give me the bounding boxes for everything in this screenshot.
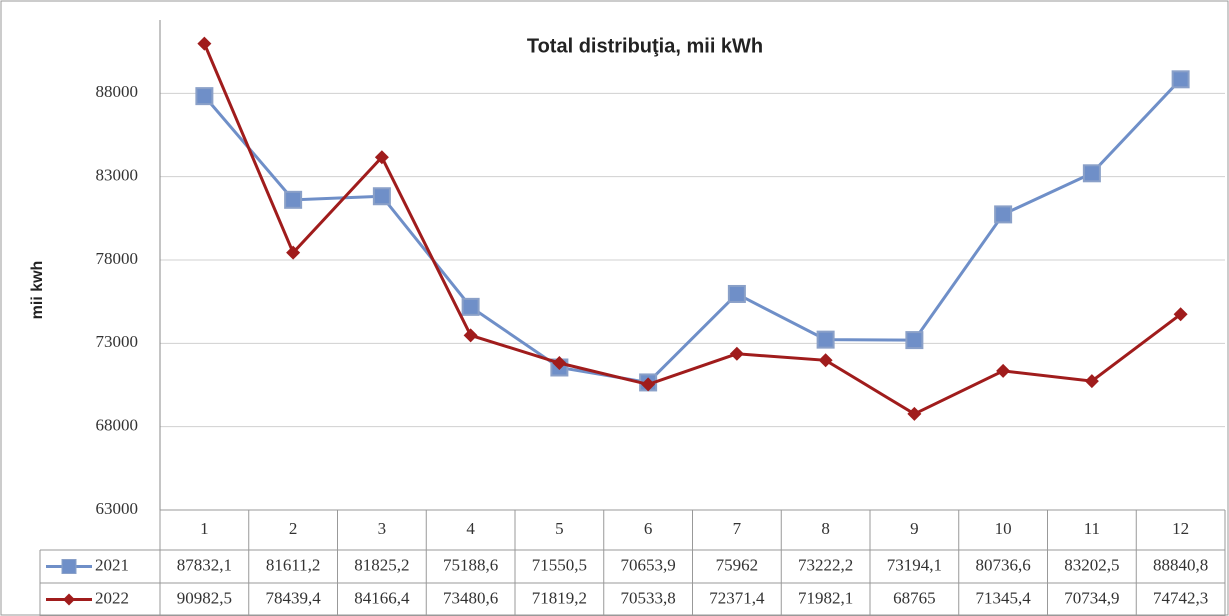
marker — [818, 353, 833, 368]
y-tick-label: 73000 — [96, 332, 139, 351]
table-value: 81611,2 — [266, 555, 321, 574]
marker — [461, 297, 480, 316]
marker — [1173, 307, 1188, 322]
table-value: 73480,6 — [443, 588, 498, 607]
marker — [463, 328, 478, 343]
x-tick-label: 4 — [466, 519, 475, 538]
marker — [195, 87, 214, 106]
table-value: 75188,6 — [443, 555, 498, 574]
marker — [641, 377, 656, 392]
marker — [907, 406, 922, 421]
marker — [284, 190, 303, 209]
x-tick-label: 3 — [378, 519, 387, 538]
table-value: 80736,6 — [976, 555, 1031, 574]
marker — [552, 356, 567, 371]
table-value: 88840,8 — [1153, 555, 1208, 574]
marker — [286, 245, 301, 260]
marker — [197, 36, 212, 51]
table-value: 73222,2 — [798, 555, 853, 574]
series-line — [203, 78, 1182, 385]
marker — [1171, 70, 1190, 89]
series-line — [202, 43, 1182, 416]
table-value: 72371,4 — [709, 588, 765, 607]
x-tick-label: 8 — [821, 519, 830, 538]
marker — [729, 346, 744, 361]
chart-title: Total distribuţia, mii kWh — [527, 35, 763, 57]
x-tick-label: 1 — [200, 519, 209, 538]
marker — [994, 205, 1013, 224]
x-tick-label: 5 — [555, 519, 564, 538]
table-value: 71550,5 — [532, 555, 587, 574]
marker — [996, 363, 1011, 378]
table-value: 68765 — [893, 588, 936, 607]
table-value: 83202,5 — [1064, 555, 1119, 574]
marker — [374, 150, 389, 165]
y-tick-label: 88000 — [96, 82, 139, 101]
legend-label: 2021 — [95, 555, 129, 574]
legend-label: 2022 — [95, 588, 129, 607]
marker — [1084, 374, 1099, 389]
y-tick-label: 68000 — [96, 416, 139, 435]
table-value: 78439,4 — [266, 588, 322, 607]
y-tick-label: 83000 — [96, 166, 139, 185]
table-value: 75962 — [716, 555, 759, 574]
x-tick-label: 9 — [910, 519, 919, 538]
table-value: 74742,3 — [1153, 588, 1208, 607]
x-tick-label: 6 — [644, 519, 653, 538]
marker — [727, 284, 746, 303]
x-tick-label: 2 — [289, 519, 298, 538]
table-value: 71982,1 — [798, 588, 853, 607]
y-tick-label: 63000 — [96, 499, 139, 518]
x-tick-label: 10 — [995, 519, 1012, 538]
marker — [905, 331, 924, 350]
table-value: 70734,9 — [1064, 588, 1119, 607]
x-tick-label: 7 — [733, 519, 742, 538]
x-tick-label: 11 — [1084, 519, 1100, 538]
table-value: 84166,4 — [354, 588, 410, 607]
table-value: 87832,1 — [177, 555, 232, 574]
table-value: 70653,9 — [621, 555, 676, 574]
y-tick-label: 78000 — [96, 249, 139, 268]
table-value: 71819,2 — [532, 588, 587, 607]
table-value: 73194,1 — [887, 555, 942, 574]
x-tick-label: 12 — [1172, 519, 1189, 538]
table-value: 71345,4 — [976, 588, 1032, 607]
table-value: 70533,8 — [621, 588, 676, 607]
marker — [816, 330, 835, 349]
legend-marker — [61, 559, 77, 574]
y-axis-label: mii kwh — [29, 261, 46, 320]
legend-marker — [63, 593, 75, 606]
marker — [1082, 164, 1101, 183]
table-value: 81825,2 — [354, 555, 409, 574]
table-value: 90982,5 — [177, 588, 232, 607]
marker — [372, 187, 391, 206]
